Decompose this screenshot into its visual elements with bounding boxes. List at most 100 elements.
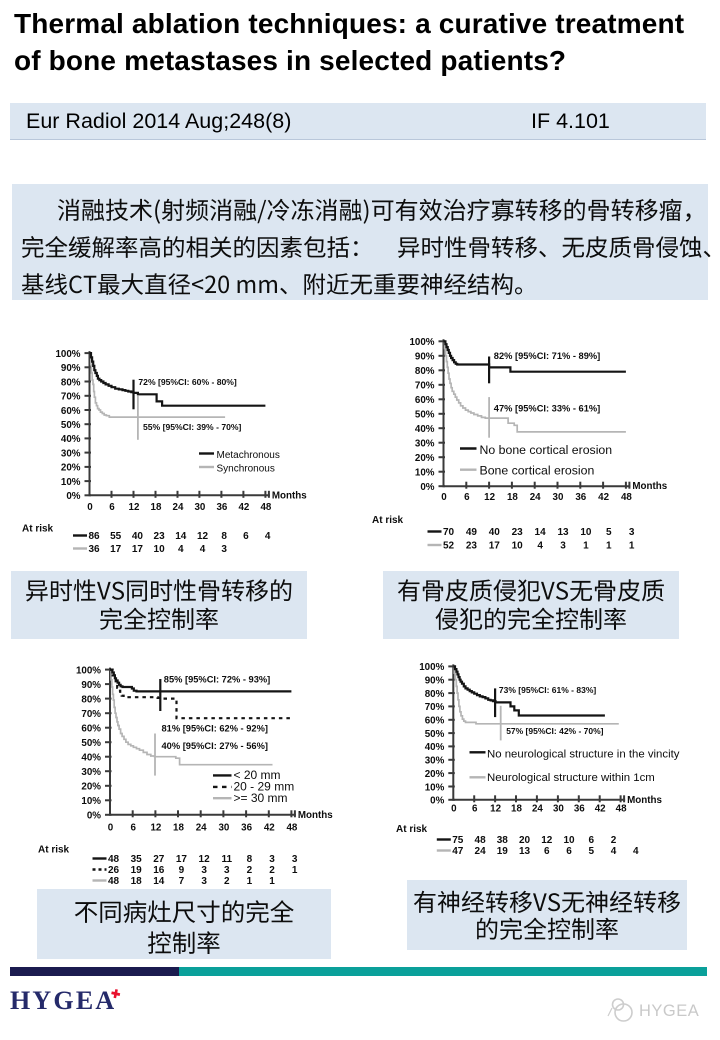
svg-text:23: 23 [512,527,524,538]
svg-text:75: 75 [452,835,464,846]
svg-text:36: 36 [216,502,227,513]
svg-text:16: 16 [153,865,165,876]
svg-text:12: 12 [490,804,501,815]
svg-text:24: 24 [532,804,543,815]
svg-text:9: 9 [179,865,185,876]
svg-text:3: 3 [221,544,227,555]
svg-text:12: 12 [199,854,211,865]
svg-text:23: 23 [154,531,166,542]
svg-text:18: 18 [511,804,522,815]
svg-text:36: 36 [88,544,100,555]
svg-text:30%: 30% [425,756,445,767]
svg-text:36: 36 [241,823,252,834]
svg-text:0%: 0% [66,491,80,502]
svg-text:Synchronous: Synchronous [217,464,275,475]
svg-text:50%: 50% [61,420,81,431]
svg-text:4: 4 [265,531,271,542]
svg-text:Metachronous: Metachronous [217,450,280,461]
svg-text:57% [95%CI: 42% - 70%]: 57% [95%CI: 42% - 70%] [506,726,603,736]
svg-text:17: 17 [489,541,501,552]
svg-text:26: 26 [108,865,120,876]
svg-text:14: 14 [535,527,547,538]
svg-text:1: 1 [629,541,635,552]
svg-text:6: 6 [464,492,470,503]
svg-text:40%: 40% [81,753,101,764]
svg-text:3: 3 [269,854,275,865]
svg-text:48: 48 [621,492,632,503]
svg-text:4: 4 [611,846,617,857]
svg-text:30: 30 [194,502,205,513]
svg-text:20%: 20% [61,463,81,474]
svg-text:20: 20 [519,835,531,846]
svg-text:90%: 90% [81,680,101,691]
svg-text:42: 42 [598,492,609,503]
svg-text:30: 30 [218,823,229,834]
svg-text:50%: 50% [81,738,101,749]
svg-text:>= 30 mm: >= 30 mm [234,791,288,805]
svg-text:10: 10 [580,527,592,538]
svg-text:48: 48 [108,854,120,865]
svg-text:3: 3 [292,854,298,865]
svg-text:12: 12 [129,502,140,513]
svg-text:4: 4 [633,846,639,857]
svg-text:80%: 80% [81,694,101,705]
svg-text:60%: 60% [425,716,445,727]
svg-text:100%: 100% [409,337,434,348]
svg-text:3: 3 [629,527,635,538]
svg-text:10: 10 [154,544,166,555]
svg-text:Months: Months [627,795,662,806]
svg-text:4: 4 [200,544,206,555]
svg-text:42: 42 [264,823,275,834]
svg-text:19: 19 [497,846,509,857]
svg-text:12: 12 [484,492,495,503]
svg-text:6: 6 [243,531,249,542]
svg-text:6: 6 [589,835,595,846]
svg-text:23: 23 [466,541,478,552]
svg-text:35: 35 [131,854,143,865]
svg-text:60%: 60% [61,406,81,417]
svg-text:81% [95%CI: 62% - 92%]: 81% [95%CI: 62% - 92%] [162,724,268,734]
svg-text:3: 3 [201,865,207,876]
svg-text:85% [95%CI: 72% - 93%]: 85% [95%CI: 72% - 93%] [164,674,270,684]
svg-text:70%: 70% [425,702,445,713]
svg-text:42: 42 [595,804,606,815]
svg-text:1: 1 [292,865,298,876]
svg-text:48: 48 [616,804,627,815]
svg-text:47% [95%CI: 33% - 61%]: 47% [95%CI: 33% - 61%] [494,404,600,414]
svg-text:30: 30 [553,804,564,815]
svg-text:2: 2 [247,865,253,876]
svg-text:20 - 29 mm: 20 - 29 mm [234,780,295,794]
svg-text:30%: 30% [61,448,81,459]
svg-text:8: 8 [221,531,227,542]
svg-text:12: 12 [541,835,553,846]
svg-text:At risk: At risk [38,845,70,856]
svg-text:2: 2 [269,865,275,876]
svg-text:50%: 50% [415,410,435,421]
svg-text:10%: 10% [415,468,435,479]
svg-text:70%: 70% [415,381,435,392]
svg-text:3: 3 [224,865,230,876]
svg-text:13: 13 [557,527,569,538]
svg-text:6: 6 [566,846,572,857]
svg-text:6: 6 [544,846,550,857]
svg-text:20%: 20% [415,453,435,464]
svg-text:40%: 40% [61,434,81,445]
svg-text:48: 48 [475,835,487,846]
svg-text:0: 0 [108,823,114,834]
svg-text:90%: 90% [425,676,445,687]
svg-text:55: 55 [110,531,122,542]
svg-text:6: 6 [130,823,136,834]
svg-text:100%: 100% [55,349,80,360]
svg-text:2: 2 [224,876,230,887]
svg-text:18: 18 [173,823,184,834]
svg-text:12: 12 [197,531,209,542]
svg-text:100%: 100% [419,662,444,673]
svg-text:24: 24 [196,823,207,834]
svg-text:100%: 100% [76,665,101,676]
svg-text:10%: 10% [81,796,101,807]
svg-text:60%: 60% [81,724,101,735]
svg-text:18: 18 [131,876,143,887]
svg-text:12: 12 [150,823,161,834]
svg-text:1: 1 [247,876,253,887]
svg-text:70%: 70% [61,392,81,403]
